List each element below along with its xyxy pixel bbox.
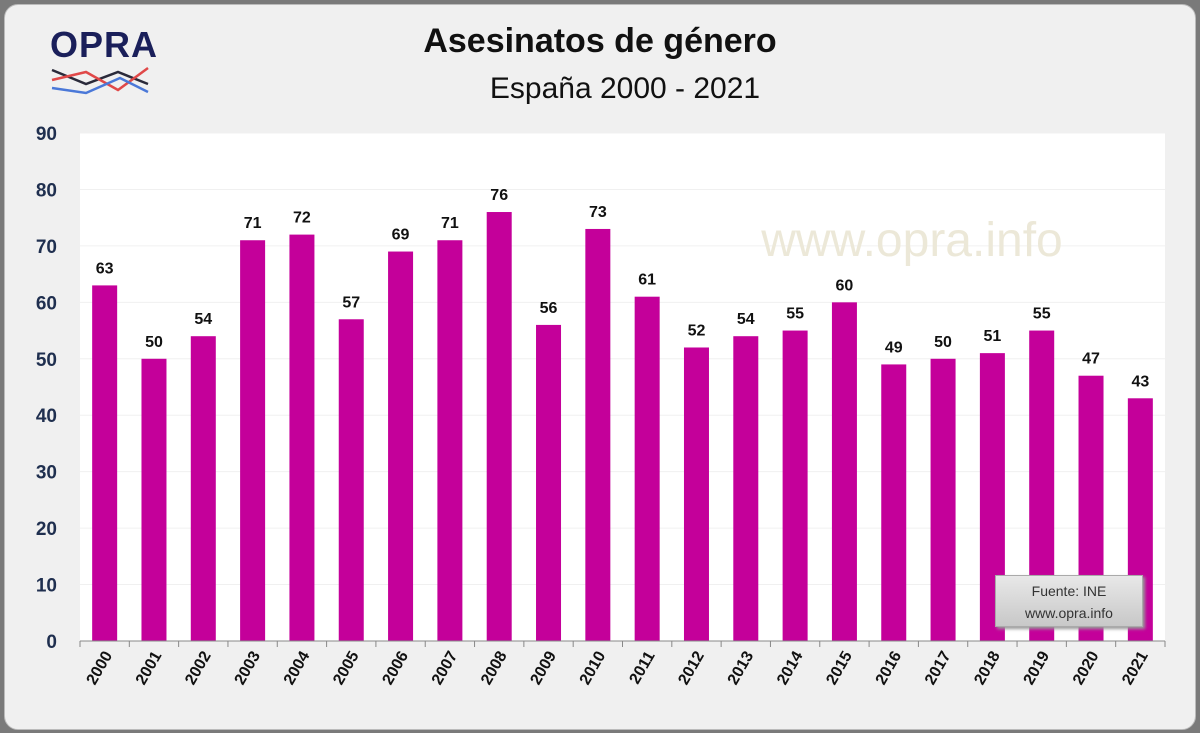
x-tick-label: 2014 — [774, 648, 807, 687]
data-label: 51 — [983, 328, 1001, 345]
y-tick-label: 30 — [36, 463, 57, 484]
source-url: www.opra.info — [1025, 605, 1113, 621]
bar-2004 — [289, 234, 315, 641]
bar-2014 — [782, 330, 808, 641]
data-label: 56 — [540, 300, 558, 317]
bar-2010 — [585, 228, 611, 641]
data-label: 54 — [194, 311, 212, 328]
y-tick-label: 60 — [36, 293, 57, 314]
data-label: 49 — [885, 339, 903, 356]
x-tick-label: 2020 — [1070, 648, 1103, 687]
logo-text: OPRA — [50, 24, 159, 65]
opra-logo: OPRA — [48, 26, 158, 98]
bar-2007 — [437, 240, 463, 641]
bar-2015 — [831, 302, 857, 641]
x-tick-label: 2015 — [823, 648, 856, 687]
bar-2000 — [92, 285, 118, 641]
data-label: 60 — [836, 277, 854, 294]
x-tick-label: 2017 — [922, 648, 955, 687]
data-label: 73 — [589, 204, 607, 221]
bar-2011 — [634, 296, 660, 641]
data-label: 71 — [441, 215, 459, 232]
y-tick-label: 10 — [36, 576, 57, 597]
x-tick-label: 2012 — [675, 648, 708, 687]
data-label: 43 — [1131, 373, 1149, 390]
data-label: 76 — [490, 187, 508, 204]
data-label: 50 — [145, 334, 163, 351]
x-tick-label: 2006 — [380, 648, 413, 687]
bar-2012 — [683, 347, 709, 641]
x-tick-label: 2018 — [971, 648, 1004, 687]
data-label: 57 — [342, 294, 360, 311]
data-label: 72 — [293, 210, 311, 227]
logo-lines-icon — [51, 66, 149, 95]
data-label: 50 — [934, 334, 952, 351]
y-tick-label: 90 — [36, 124, 57, 145]
chart-title: Asesinatos de género — [423, 22, 777, 60]
y-tick-label: 40 — [36, 406, 57, 427]
data-label: 54 — [737, 311, 755, 328]
data-label: 71 — [244, 215, 262, 232]
bar-2002 — [190, 336, 216, 641]
bar-2009 — [536, 324, 562, 641]
data-label: 69 — [392, 227, 410, 244]
y-tick-label: 70 — [36, 237, 57, 258]
data-label: 61 — [638, 272, 656, 289]
y-tick-label: 80 — [36, 180, 57, 201]
x-tick-label: 2001 — [133, 648, 166, 687]
bar-2006 — [388, 251, 414, 642]
bar-2003 — [240, 240, 266, 641]
x-tick-label: 2013 — [725, 648, 758, 687]
y-tick-label: 20 — [36, 519, 57, 540]
x-tick-label: 2019 — [1021, 648, 1054, 687]
data-label: 47 — [1082, 351, 1100, 368]
x-tick-label: 2007 — [429, 648, 462, 687]
bar-2008 — [486, 212, 512, 641]
y-tick-label: 0 — [46, 632, 57, 653]
data-label: 55 — [786, 306, 804, 323]
x-tick-label: 2011 — [627, 648, 659, 687]
x-tick-label: 2005 — [330, 648, 363, 687]
x-tick-label: 2008 — [478, 648, 511, 687]
bar-2013 — [733, 336, 759, 641]
chart-subtitle: España 2000 - 2021 — [489, 72, 761, 105]
x-tick-label: 2003 — [232, 648, 265, 687]
data-label: 63 — [96, 260, 114, 277]
data-label: 52 — [688, 322, 706, 339]
x-tick-label: 2010 — [577, 648, 610, 687]
x-tick-label: 2004 — [281, 648, 314, 687]
source-box: Fuente: INE www.opra.info — [995, 575, 1143, 627]
x-tick-label: 2009 — [527, 648, 560, 687]
x-tick-label: 2002 — [182, 648, 215, 687]
bar-2005 — [338, 319, 364, 641]
source-line: Fuente: INE — [1031, 583, 1107, 599]
bar-2001 — [141, 358, 167, 641]
x-tick-label: 2016 — [873, 648, 906, 687]
bar-2016 — [881, 364, 907, 641]
bar-2017 — [930, 358, 956, 641]
y-tick-label: 50 — [36, 350, 57, 371]
x-tick-label: 2000 — [84, 648, 117, 687]
data-label: 55 — [1033, 306, 1051, 323]
x-tick-label: 2021 — [1119, 648, 1152, 687]
watermark: www.opra.info — [760, 214, 1062, 267]
